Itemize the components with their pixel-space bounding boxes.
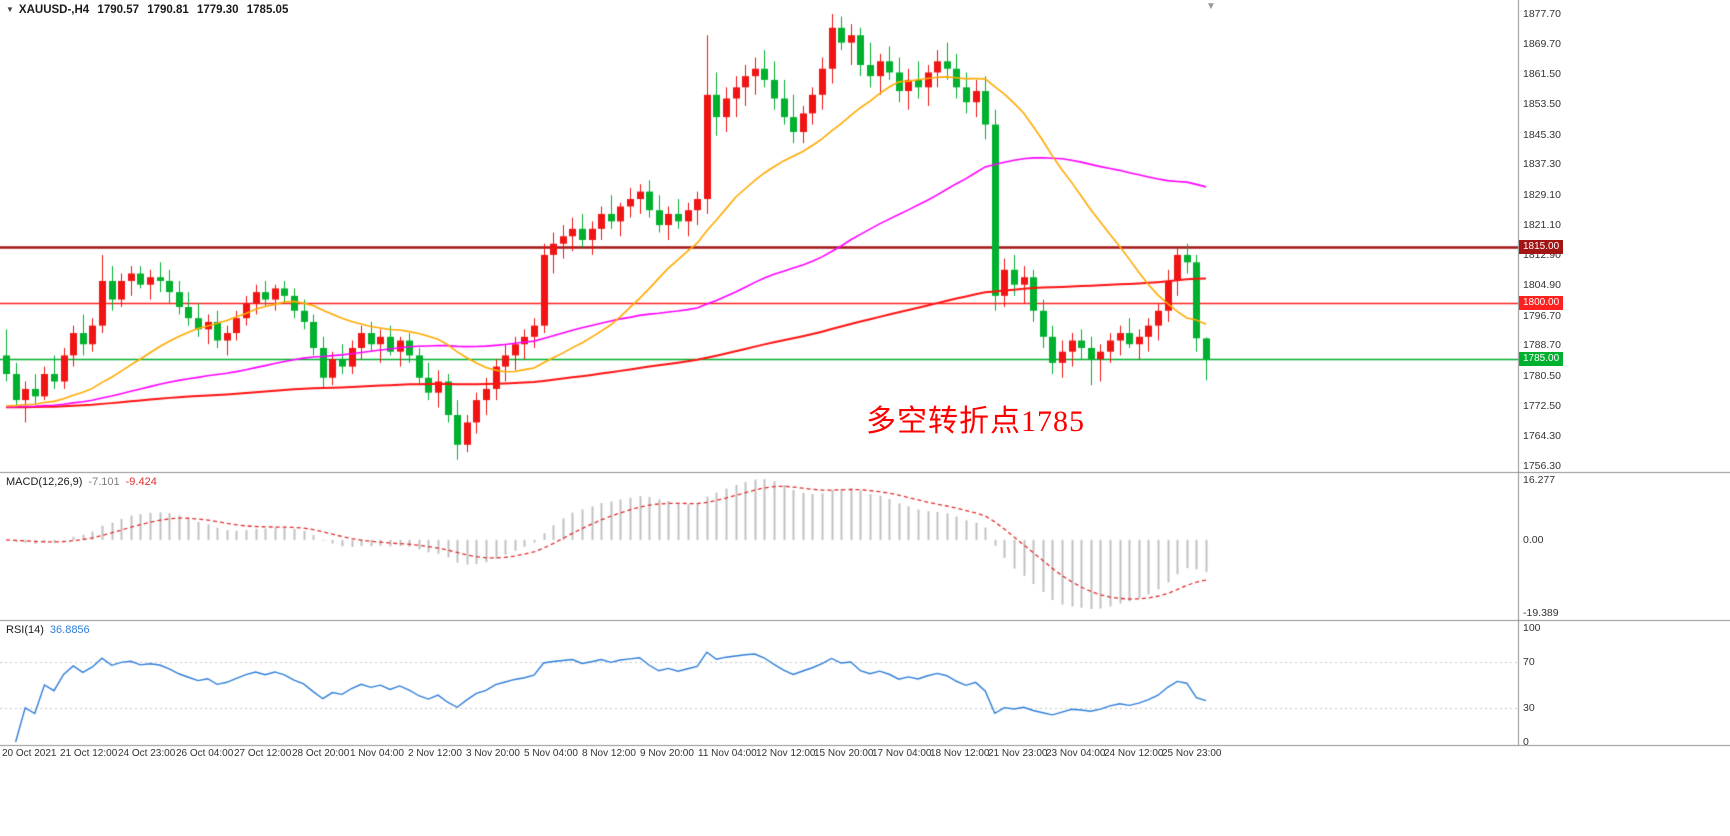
ohlc-open: 1790.57	[97, 4, 139, 16]
rsi-indicator-name: RSI(14)	[6, 624, 44, 636]
macd-main-value: -7.101	[88, 476, 120, 488]
ohlc-low: 1779.30	[196, 4, 239, 16]
symbol-dropdown-icon[interactable]: ▼	[6, 5, 14, 14]
macd-signal-value: -9.424	[125, 476, 157, 488]
chart-annotation: 多空转折点1785	[866, 405, 1085, 438]
symbol-name: XAUUSD-,H4	[18, 4, 90, 16]
macd-indicator-name: MACD(12,26,9)	[6, 476, 83, 488]
hline-price-badge-1815: 1815.00	[1519, 240, 1564, 255]
chart-shift-marker[interactable]: ▼	[1206, 1, 1216, 12]
ohlc-close: 1785.05	[246, 4, 289, 16]
rsi-value: 36.8856	[49, 624, 90, 636]
hline-price-badge-1800: 1800.00	[1519, 296, 1564, 311]
ohlc-high: 1790.81	[147, 4, 189, 16]
symbol-info: ▼ XAUUSD-,H4 1790.57 1790.81 1779.30 1785…	[6, 4, 293, 16]
macd-indicator-label: MACD(12,26,9) -7.101 -9.424	[6, 476, 163, 488]
hline-price-badge-1785: 1785.00	[1519, 352, 1564, 367]
rsi-indicator-label: RSI(14) 36.8856	[6, 624, 96, 636]
